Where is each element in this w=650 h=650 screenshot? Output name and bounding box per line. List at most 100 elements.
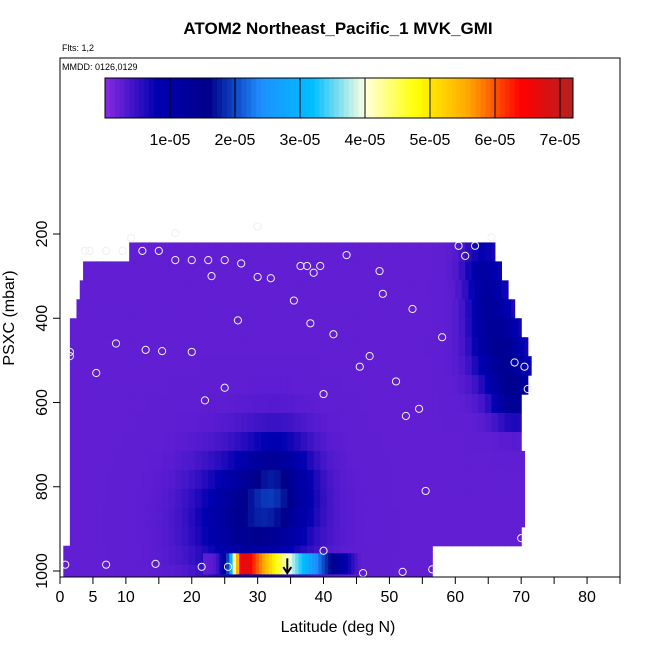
- heatmap-cell: [109, 356, 117, 376]
- heatmap-cell: [396, 280, 404, 300]
- colorbar-segment: [524, 78, 530, 118]
- heatmap-cell: [517, 431, 522, 452]
- heatmap-cell: [125, 280, 134, 300]
- heatmap-cell: [366, 526, 374, 547]
- heatmap-cell: [155, 356, 163, 376]
- heatmap-cell: [241, 488, 249, 509]
- heatmap-cell: [267, 526, 275, 547]
- hotspot-cell: [298, 553, 303, 575]
- heatmap-cell: [69, 488, 78, 509]
- heatmap-cell: [419, 356, 427, 376]
- heatmap-cell: [484, 507, 493, 528]
- heatmap-cell: [162, 337, 170, 357]
- heatmap-cell: [465, 394, 473, 414]
- heatmap-cell: [116, 413, 124, 433]
- heatmap-cell: [326, 356, 335, 376]
- colorbar-segment: [212, 78, 218, 118]
- heatmap-cell: [287, 413, 295, 433]
- heatmap-cell: [465, 356, 473, 376]
- colorbar-segment: [392, 78, 399, 118]
- heatmap-cell: [412, 450, 420, 471]
- heatmap-cell: [69, 318, 78, 338]
- x-tick-label: 10: [117, 589, 135, 606]
- heatmap-cell: [313, 450, 321, 471]
- colorbar-segment: [378, 78, 384, 118]
- heatmap-cell: [247, 318, 255, 338]
- heatmap-cell: [491, 337, 499, 357]
- colorbar-segment: [529, 78, 535, 118]
- heatmap-cell: [267, 318, 275, 338]
- heatmap-cell: [372, 299, 381, 319]
- heatmap-cell: [142, 526, 150, 547]
- heatmap-cell: [498, 394, 506, 414]
- hotspot-cell: [318, 553, 323, 575]
- heatmap-cell: [201, 488, 209, 509]
- heatmap-cell: [412, 356, 420, 376]
- heatmap-cell: [155, 564, 163, 577]
- heatmap-cell: [181, 318, 190, 338]
- heatmap-cell: [63, 545, 71, 566]
- heatmap-cell: [458, 394, 466, 414]
- heatmap-cell: [452, 526, 460, 547]
- heatmap-cell: [293, 318, 302, 338]
- colorbar-segment: [397, 78, 403, 118]
- heatmap-cell: [234, 242, 242, 262]
- heatmap-cell: [405, 450, 414, 471]
- heatmap-cell: [274, 413, 282, 433]
- heatmap-cell: [498, 375, 506, 395]
- heatmap-cell: [221, 488, 229, 509]
- heatmap-cell: [69, 507, 78, 528]
- heatmap-cell: [228, 450, 236, 471]
- heatmap-cell: [471, 507, 479, 528]
- heatmap-cell: [353, 337, 361, 357]
- heatmap-cell: [346, 261, 354, 281]
- heatmap-cell: [274, 526, 282, 547]
- heatmap-cell: [195, 431, 203, 452]
- colorbar-tick-label: 2e-05: [215, 132, 256, 149]
- heatmap-cell: [346, 450, 354, 471]
- heatmap-cell: [491, 318, 499, 338]
- heatmap-cell: [379, 394, 387, 414]
- heatmap-cell: [188, 337, 196, 357]
- heatmap-cell: [102, 261, 111, 281]
- heatmap-cell: [326, 450, 335, 471]
- heatmap-cell: [168, 375, 176, 395]
- heatmap-cell: [498, 469, 506, 490]
- heatmap-cell: [148, 356, 157, 376]
- heatmap-cell: [438, 242, 447, 262]
- hotspot-cell: [311, 553, 316, 575]
- heatmap-cell: [363, 280, 371, 300]
- heatmap-cell: [307, 375, 315, 395]
- heatmap-cell: [168, 431, 176, 452]
- heatmap-cell: [132, 280, 140, 300]
- observation-point: [127, 234, 136, 243]
- colorbar-segment: [407, 78, 413, 118]
- heatmap-cell: [478, 318, 486, 338]
- heatmap-cell: [162, 545, 170, 566]
- heatmap-cell: [122, 261, 130, 281]
- observation-point: [187, 256, 196, 265]
- colorbar-segment: [387, 78, 394, 118]
- heatmap-cell: [392, 261, 400, 281]
- observation-point: [365, 352, 374, 361]
- heatmap-cell: [452, 431, 460, 452]
- heatmap-cell: [484, 394, 493, 414]
- heatmap-cell: [257, 280, 265, 300]
- heatmap-cell: [445, 394, 453, 414]
- hotspot-cell: [301, 553, 306, 575]
- heatmap-cell: [491, 469, 499, 490]
- heatmap-cell: [234, 469, 242, 490]
- heatmap-cell: [432, 394, 440, 414]
- heatmap-cell: [195, 318, 203, 338]
- heatmap-cell: [247, 469, 255, 490]
- heatmap-cell: [300, 431, 308, 452]
- heatmap-cell: [96, 356, 104, 376]
- heatmap-cell: [274, 299, 282, 319]
- heatmap-cell: [372, 394, 381, 414]
- observation-point: [421, 486, 430, 496]
- heatmap-cell: [333, 337, 341, 357]
- observation-point: [523, 384, 532, 394]
- x-tick-label: 20: [183, 589, 201, 606]
- heatmap-cell: [241, 299, 249, 319]
- colorbar-segment: [129, 78, 135, 118]
